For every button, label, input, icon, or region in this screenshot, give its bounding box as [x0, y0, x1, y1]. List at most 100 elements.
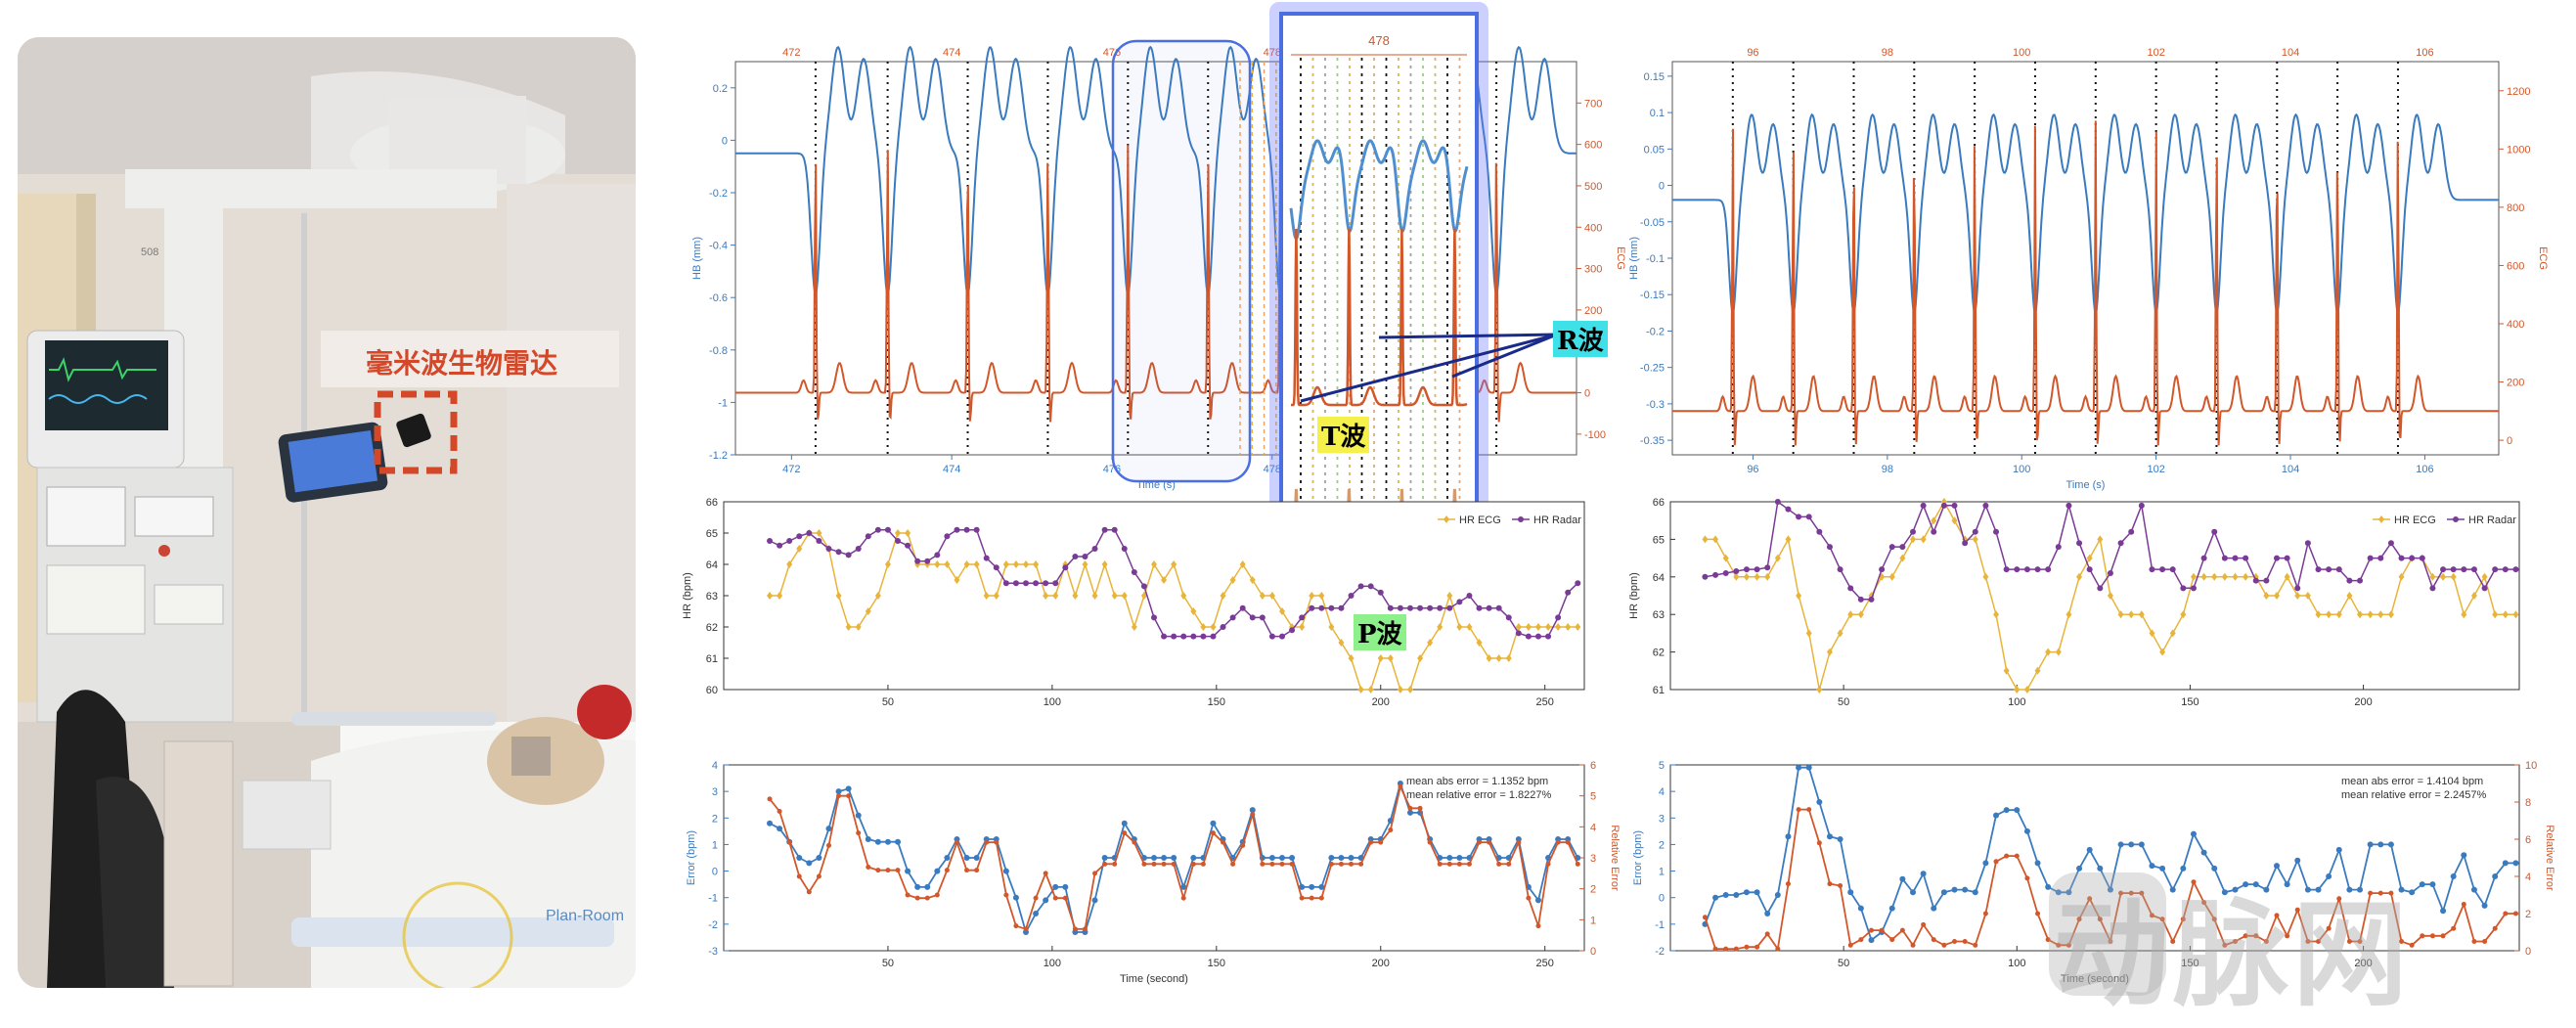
ytick-left-label: -3	[708, 946, 718, 958]
relative-error-point	[1466, 861, 1472, 867]
legend-ecg-label: HR ECG	[1459, 514, 1501, 526]
error-point	[2086, 846, 2093, 853]
legend-ecg-marker	[1443, 515, 1449, 523]
hr-radar-point	[2387, 540, 2394, 547]
hr-radar-point	[2470, 566, 2477, 573]
hr-radar-point	[2304, 540, 2311, 547]
relative-error-point	[1052, 895, 1058, 901]
relative-error-point	[1816, 840, 1822, 846]
relative-error-point	[2492, 925, 2498, 931]
hr-radar-point	[2086, 566, 2093, 573]
hr-ecg-point	[767, 592, 774, 600]
y-axis-label: HR (bpm)	[1628, 572, 1640, 619]
ytick-right-label: 0	[2525, 946, 2531, 958]
ytick-right-label: 600	[2507, 260, 2524, 272]
xtick-top-label: 478	[1264, 47, 1281, 59]
ecg-series-line	[1672, 120, 2499, 446]
hr-ecg-point	[1210, 623, 1217, 631]
relative-error-point	[1151, 861, 1157, 867]
hr-radar-point	[1733, 568, 1740, 575]
error-point	[865, 836, 871, 842]
hr-radar-point	[1555, 614, 1562, 621]
hr-radar-point	[2138, 502, 2145, 509]
relative-error-point	[2097, 916, 2103, 922]
hr-ecg-point	[835, 592, 842, 600]
hr-radar-point	[1220, 624, 1226, 630]
hr-radar-point	[1816, 528, 1823, 535]
xtick-top-label: 98	[1882, 47, 1893, 59]
hr-radar-point	[874, 526, 881, 533]
hr-ecg-point	[2304, 592, 2311, 600]
hr-radar-point	[865, 533, 871, 540]
zoom-title: 478	[1368, 33, 1390, 48]
hr-radar-point	[2211, 528, 2218, 535]
ytick-right-label: 0	[1584, 388, 1590, 400]
relative-error-point	[1555, 839, 1561, 845]
hr-ecg-point	[1309, 592, 1315, 600]
hr-ecg-point	[1816, 686, 1823, 693]
hr-radar-point	[1299, 614, 1306, 621]
hr-ecg-point	[1837, 629, 1843, 638]
error-point	[1951, 886, 1958, 893]
y-axis-right-label: Relative Error	[2544, 825, 2555, 891]
relative-error-point	[2149, 913, 2154, 918]
error-point	[1002, 868, 1009, 874]
hr-radar-point	[2512, 566, 2519, 573]
hr-ecg-point	[1397, 686, 1403, 693]
error-point	[825, 826, 832, 832]
ytick-label: 66	[706, 497, 718, 509]
y-axis-left-label: HB (mm)	[691, 237, 703, 280]
hr-ecg-point	[1857, 610, 1864, 619]
hr-radar-point	[2263, 577, 2270, 584]
relative-error-point	[1221, 839, 1226, 845]
hr-radar-point	[2190, 585, 2197, 592]
hospital-photo: 毫米波生物雷达 508 Plan-Room	[18, 37, 636, 988]
relative-error-point	[1023, 926, 1029, 932]
relative-error-point	[1260, 861, 1266, 867]
hr-ecg-point	[1899, 554, 1906, 562]
ytick-left-label: -1	[1655, 919, 1665, 931]
hr-radar-point	[1857, 596, 1864, 603]
hr-radar-point	[1486, 604, 1492, 611]
legend-radar-marker	[1518, 516, 1524, 522]
relative-error-point	[1328, 861, 1334, 867]
hr-ecg-point	[1972, 535, 1978, 544]
error-point	[1456, 855, 1463, 861]
ytick-right-label: 1	[1590, 915, 1596, 926]
hr-radar-point	[1151, 614, 1157, 621]
relative-error-point	[1941, 942, 1947, 948]
hr-radar-point	[1868, 596, 1875, 603]
ytick-right-label: 1000	[2507, 144, 2530, 156]
hr-radar-point	[1505, 614, 1512, 621]
ytick-left-label: -0.25	[1640, 363, 1665, 375]
hr-radar-point	[1702, 573, 1709, 580]
hr-radar-point	[1743, 566, 1750, 573]
hr-ecg-point	[1171, 560, 1177, 568]
hr-ecg-point	[1131, 623, 1137, 631]
error-point	[2003, 807, 2010, 814]
hr-radar-point	[1338, 604, 1345, 611]
error-point	[2450, 873, 2457, 879]
hr-radar-point	[983, 555, 990, 561]
error-point	[1210, 820, 1217, 827]
xtick-label: 100	[1044, 696, 1061, 708]
hr-ecg-point	[2387, 610, 2394, 619]
mean-abs-error-annotation: mean abs error = 1.1352 bpm	[1406, 776, 1548, 787]
error-point	[2284, 881, 2290, 888]
hr-radar-point	[1052, 580, 1059, 587]
relative-error-point	[984, 839, 990, 845]
hr-radar-point	[1940, 502, 1947, 509]
r-wave-label: R波	[1553, 321, 1608, 357]
hr-radar-point	[1328, 604, 1335, 611]
hr-radar-point	[1456, 599, 1463, 605]
hr-radar-point	[1888, 544, 1895, 551]
zoom-ecg-line	[1291, 228, 1468, 407]
ytick-right-label: 2	[2525, 909, 2531, 920]
error-point	[924, 883, 931, 890]
ytick-label: 65	[1653, 534, 1665, 546]
xtick-label: 474	[943, 464, 960, 475]
relative-error-point	[777, 809, 782, 814]
xtick-label: 50	[882, 696, 894, 708]
hr-ecg-point	[1743, 572, 1750, 581]
hr-ecg-point	[1555, 623, 1562, 631]
